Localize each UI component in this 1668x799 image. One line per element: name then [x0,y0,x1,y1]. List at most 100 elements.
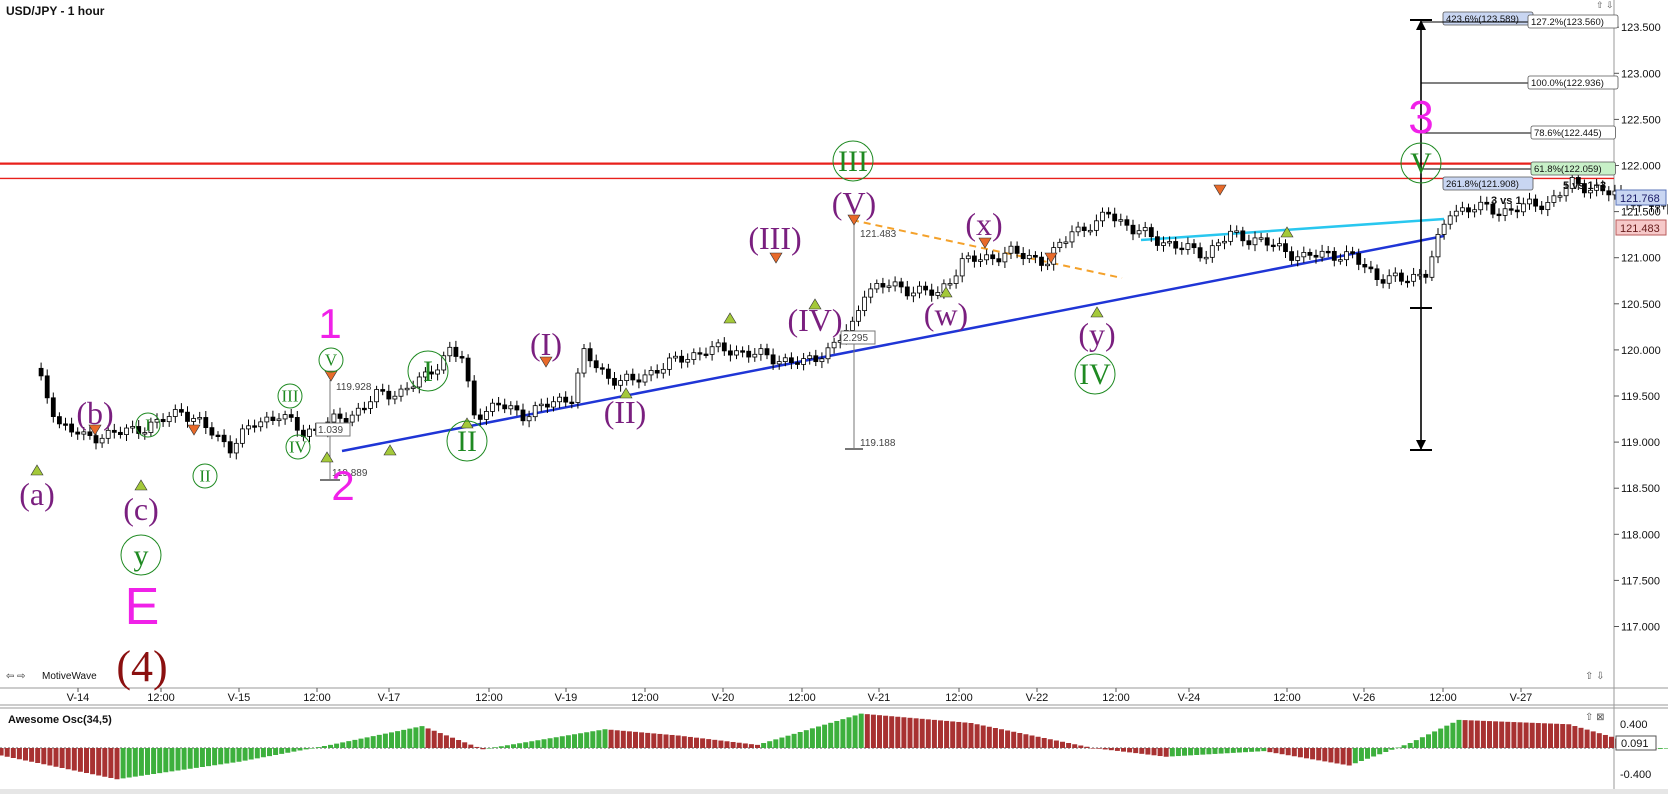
osc-bar-down [1505,722,1510,748]
osc-bar-up [371,736,376,748]
osc-bar-down [1048,739,1053,748]
osc-bar-down [0,748,4,756]
osc-bar-up [1377,748,1382,754]
osc-bar-down [908,718,913,748]
osc-bar-up [1194,748,1199,755]
osc-bar-up [596,730,601,748]
osc-bar-up [1237,748,1242,753]
osc-bar-up [816,726,821,748]
candle-up [106,430,110,438]
candle-up [643,375,647,382]
candle-up [1296,257,1300,261]
osc-bar-down [1591,731,1596,748]
osc-bar-down [1109,748,1114,750]
candle-up [277,419,281,421]
osc-bar-down [993,728,998,748]
candle-up [857,311,861,322]
osc-bar-up [822,725,827,748]
candle-down [1271,245,1275,247]
osc-bar-down [102,748,107,777]
osc-bar-down [676,736,681,749]
osc-bar-down [115,748,120,779]
osc-bar-down [615,730,620,748]
candle-up [1436,234,1440,256]
candle-up [985,255,989,260]
osc-bar-up [590,731,595,748]
panel-top-icon[interactable]: ⇧ ⇩ [1596,0,1614,10]
nav-arrows-icon[interactable]: ⇦ ⇨ [6,671,26,682]
candle-up [369,402,373,409]
panel-resize-icon[interactable]: ⇧ ⇩ [1585,671,1605,682]
osc-bar-up [511,744,516,748]
osc-bar-down [749,744,754,748]
osc-bar-up [1426,734,1431,748]
candle-up [936,292,940,295]
osc-bar-up [828,723,833,748]
candle-up [167,416,171,421]
osc-bar-up [188,748,193,769]
candle-up [198,417,202,419]
osc-bar-up [249,748,254,760]
candle-up [1418,274,1422,276]
osc-bar-down [981,726,986,749]
osc-bar-down [462,742,467,748]
osc-bar-up [224,748,229,764]
candle-down [338,414,342,418]
osc-bar-up [1408,743,1413,748]
price-tick-label: 120.500 [1621,299,1661,311]
candle-down [51,398,55,417]
osc-bar-down [1017,733,1022,748]
candle-up [1101,212,1105,221]
candle-down [1485,202,1489,204]
osc-bar-down [1011,732,1016,748]
osc-bar-up [151,748,156,774]
candle-up [863,297,867,310]
footer-label: MotiveWave [42,671,97,682]
fib-level-label: 423.6%(123.589) [1446,14,1519,25]
candle-down [771,355,775,364]
measure-label: 119.188 [860,438,896,449]
wave-label-purple: (V) [832,185,876,221]
wave-label-green-big: y [134,539,149,572]
candle-up [100,438,104,443]
time-tick-label: V-24 [1178,692,1201,704]
osc-bar-up [1450,723,1455,748]
candle-down [204,417,208,427]
wave-label-pink: 1 [318,300,341,347]
candle-down [39,368,43,376]
osc-bar-up [255,748,260,758]
osc-bar-down [47,748,52,766]
candle-down [1357,253,1361,264]
osc-bar-up [176,748,181,771]
candle-up [1204,257,1208,259]
candle-up [1503,209,1507,216]
osc-bar-down [1597,733,1602,748]
price-tick-label: 120.000 [1621,345,1661,357]
candle-up [1223,241,1227,243]
candle-down [118,432,122,434]
oscillator-panel-icons[interactable]: ⇧ ⊠ [1585,712,1605,723]
osc-bar-down [1481,721,1486,748]
candle-down [1155,237,1159,246]
osc-bar-up [1255,748,1260,751]
bottom-scrollbar[interactable] [0,789,1668,794]
candle-up [625,374,629,380]
osc-bar-down [664,734,669,748]
candle-up [1076,227,1080,232]
candle-down [1198,248,1202,258]
osc-bar-up [767,741,772,748]
osc-bar-up [395,731,400,748]
osc-bar-up [1225,748,1230,753]
osc-bar-down [1023,734,1028,748]
osc-bar-down [1579,728,1584,748]
osc-bar-up [389,732,394,748]
time-tick-label: V-19 [555,692,578,704]
candle-down [295,417,299,430]
fib-level-label: 100.0%(122.936) [1531,78,1604,89]
candle-up [661,369,665,373]
candle-up [1143,228,1147,231]
osc-bar-up [279,748,284,754]
candle-down [997,259,1001,262]
price-tick-label: 123.000 [1621,68,1661,80]
osc-bar-down [743,743,748,748]
